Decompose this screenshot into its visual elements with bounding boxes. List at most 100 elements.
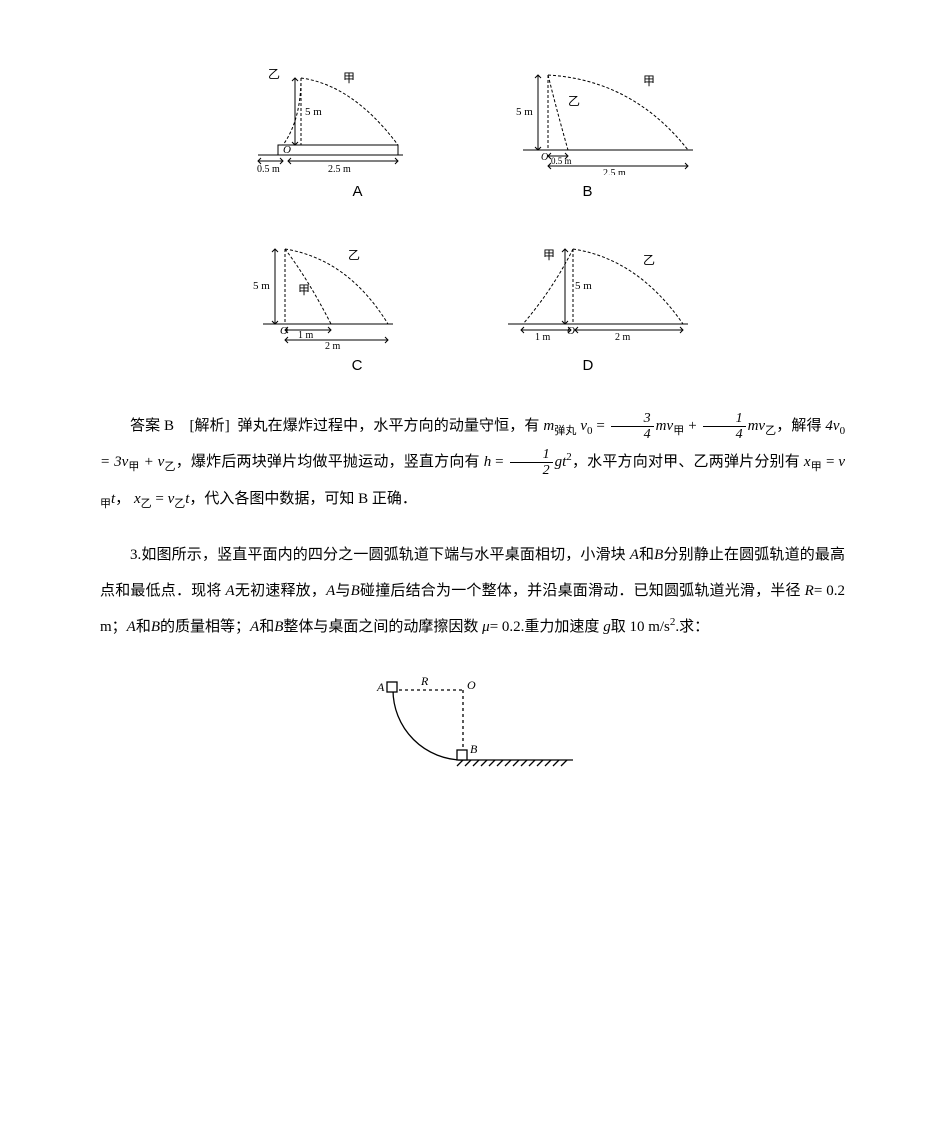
jia-label: 甲: [343, 71, 355, 85]
figure-a: 乙 甲 5 m O 0.5 m 2.5 m: [243, 60, 413, 175]
sub-jia-2: 甲: [128, 461, 139, 473]
figure-d: 甲 乙 5 m O 1 m 2 m: [503, 234, 693, 349]
sub0-2: 0: [840, 425, 846, 437]
q3-B2: B: [351, 583, 360, 599]
sub-jia-3: 甲: [811, 461, 822, 473]
q3-B1: B: [654, 547, 663, 563]
q3-seg5: 碰撞后结合为一个整体，并沿桌面滑动．已知圆弧轨道光滑，半径: [360, 583, 801, 599]
q3-seg6: 的质量相等；: [160, 619, 250, 635]
q3-figure: R O A B: [100, 665, 845, 785]
var-m: m: [543, 418, 554, 434]
eq: =: [596, 418, 604, 434]
eq2-mid: = 3v: [100, 454, 128, 470]
mv2: mv: [748, 418, 766, 434]
q3-R: R: [805, 583, 814, 599]
bf-A: A: [376, 680, 385, 694]
figure-c: 乙 甲 5 m O 1 m 2 m: [253, 234, 403, 349]
left-a: 0.5 m: [257, 164, 280, 175]
q3-and2: 和: [136, 619, 151, 635]
q3-num: 3.: [130, 547, 141, 563]
seg4: ，水平方向对甲、乙两弹片分别有: [572, 454, 800, 470]
yi-label: 乙: [268, 67, 280, 81]
origin-b: O: [541, 152, 548, 163]
comma: ，: [115, 491, 130, 507]
option-label-d: D: [583, 354, 594, 378]
gt2: gt: [555, 454, 567, 470]
jia-label-b: 甲: [643, 74, 655, 88]
answer-paragraph: 答案 B [解析] 弹丸在爆炸过程中，水平方向的动量守恒，有 m弹丸 v0 = …: [100, 408, 845, 517]
figure-row-ab: 乙 甲 5 m O 0.5 m 2.5 m: [100, 60, 845, 175]
seg2: ，解得: [776, 418, 821, 434]
q3-A1: A: [630, 547, 639, 563]
yi-label-c: 乙: [348, 248, 360, 262]
q3-g: g: [603, 619, 611, 635]
vjia: v: [838, 454, 845, 470]
eq2-rhs: + v: [144, 454, 165, 470]
seg3: ，爆炸后两块弹片均做平抛运动，竖直方向有: [176, 454, 480, 470]
origin-c: O: [280, 325, 288, 337]
bf-R: R: [420, 674, 429, 688]
q3-paragraph: 3.如图所示，竖直平面内的四分之一圆弧轨道下端与水平桌面相切，小滑块 A和B分别…: [100, 537, 845, 645]
figure-b: 甲 乙 5 m O 0.5 m 2.5 m: [513, 60, 703, 175]
origin-d: O: [567, 325, 575, 337]
q3-seg7: 整体与桌面之间的动摩擦因数: [283, 619, 478, 635]
height-a: 5 m: [305, 106, 322, 118]
sub-0: 0: [587, 425, 593, 437]
label-row-cd: C D: [100, 354, 845, 378]
plus: +: [688, 418, 696, 434]
sub-yi-4: 乙: [174, 498, 185, 510]
label-row-ab: A B: [100, 180, 845, 204]
left-b: 0.5 m: [551, 156, 572, 166]
sub-jia-1: 甲: [673, 425, 684, 437]
height-c: 5 m: [253, 280, 270, 292]
mv1: mv: [656, 418, 674, 434]
option-label-c: C: [352, 354, 363, 378]
eq2-lhs: 4v: [825, 418, 839, 434]
sub-jia-4: 甲: [100, 498, 111, 510]
q3-muval: = 0.2.: [490, 619, 525, 635]
q3-A3: A: [326, 583, 335, 599]
height-b: 5 m: [516, 106, 533, 118]
right-b: 2.5 m: [603, 168, 626, 175]
sub-yi-2: 乙: [164, 461, 175, 473]
q3-and: 和: [639, 547, 654, 563]
frac-3: 12: [510, 447, 553, 479]
figure-row-cd: 乙 甲 5 m O 1 m 2 m: [100, 234, 845, 349]
sub-danwan: 弹丸: [554, 425, 576, 437]
yi-label-d: 乙: [643, 253, 655, 267]
jia-label-d: 甲: [543, 248, 555, 262]
frac-1: 34: [611, 411, 654, 443]
origin-a: O: [283, 144, 291, 156]
xyi: x: [134, 491, 141, 507]
q3-seg9: .求：: [675, 619, 709, 635]
right-a: 2.5 m: [328, 164, 351, 175]
q3-seg1: 如图所示，竖直平面内的四分之一圆弧轨道下端与水平桌面相切，小滑块: [141, 547, 626, 563]
q3-A5: A: [250, 619, 259, 635]
var-v0: v: [580, 418, 587, 434]
q3-and3: 和: [259, 619, 274, 635]
bf-B: B: [470, 742, 478, 756]
yi-label-b: 乙: [568, 94, 580, 108]
outer-c: 2 m: [325, 341, 341, 349]
inner-c: 1 m: [298, 330, 314, 341]
eq-x1: =: [826, 454, 834, 470]
eq-x2: =: [155, 491, 163, 507]
q3-gval: 取 10 m/s: [611, 619, 670, 635]
sub-yi-1: 乙: [765, 425, 776, 437]
q3-mu: μ: [482, 619, 490, 635]
q3-A4: A: [127, 619, 136, 635]
option-label-b: B: [583, 180, 593, 204]
xjia: x: [804, 454, 811, 470]
left-d: 1 m: [535, 332, 551, 343]
var-h: h: [484, 454, 492, 470]
q3-seg3: 无初速释放，: [235, 583, 326, 599]
answer-label: [解析]: [189, 418, 229, 434]
frac-2: 14: [703, 411, 746, 443]
height-d: 5 m: [575, 280, 592, 292]
eq-h: =: [495, 454, 503, 470]
seg5: ，代入各图中数据，可知 B 正确．: [189, 491, 417, 507]
option-label-a: A: [352, 180, 362, 204]
q3-seg4: 与: [335, 583, 350, 599]
sub-yi-3: 乙: [141, 498, 152, 510]
q3-seg8: 重力加速度: [524, 619, 599, 635]
